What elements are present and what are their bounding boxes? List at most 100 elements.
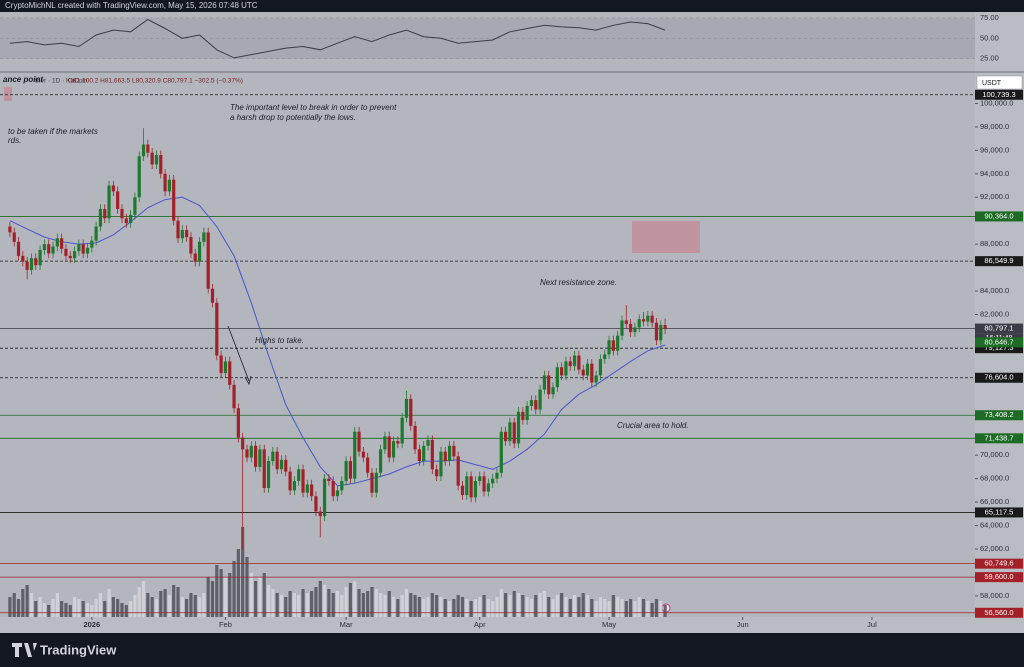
- candle-body: [322, 478, 327, 517]
- volume-bar: [64, 603, 68, 617]
- candle-body: [547, 375, 551, 395]
- brand: TradingView: [40, 642, 117, 657]
- volume-bar: [564, 597, 568, 617]
- candle-body: [167, 179, 171, 192]
- candle-body: [241, 437, 245, 450]
- candle-body: [129, 214, 133, 224]
- volume-bar: [124, 605, 128, 617]
- y-tick-label: 58,000.0: [980, 591, 1009, 600]
- volume-bar: [55, 593, 59, 617]
- volume-bar: [361, 593, 365, 617]
- volume-bar: [499, 589, 503, 617]
- level-badge: [975, 607, 1023, 618]
- volume-bar: [555, 595, 559, 617]
- time-axis: [0, 617, 975, 633]
- candle-body: [633, 327, 637, 333]
- volume-bar: [141, 581, 146, 617]
- candle-body: [577, 355, 581, 370]
- candle-body: [206, 232, 210, 289]
- volume-bar: [275, 593, 279, 617]
- volume-bar: [439, 597, 443, 617]
- brand-logo: [12, 643, 37, 657]
- candle-body: [215, 302, 219, 356]
- candle-body: [176, 220, 180, 239]
- volume-bar: [413, 595, 417, 617]
- volume-bar: [120, 603, 124, 617]
- candle-body: [426, 439, 430, 446]
- volume-bar: [150, 597, 154, 617]
- x-tick-label: Jun: [737, 620, 749, 629]
- volume-bar: [508, 595, 512, 617]
- candle-body: [116, 191, 120, 209]
- volume-bar: [447, 601, 452, 617]
- annotation: ance point: [3, 75, 43, 84]
- volume-bar: [465, 599, 469, 617]
- level-label: 60,749.6: [984, 559, 1013, 568]
- arrow: [227, 325, 250, 382]
- volume-bar: [512, 591, 516, 617]
- candle-body: [525, 405, 529, 421]
- candle-body: [55, 238, 59, 247]
- candle-body: [85, 247, 90, 254]
- volume-bar: [353, 581, 357, 617]
- volume-bar: [77, 599, 81, 617]
- y-tick-label: 96,000.0: [980, 145, 1009, 154]
- candle-body: [68, 255, 72, 259]
- volume-bar: [172, 585, 176, 617]
- volume-bar: [331, 593, 335, 617]
- volume-bar: [8, 597, 12, 617]
- rsi-tick-label: 50.00: [980, 33, 999, 42]
- volume-bar: [525, 597, 529, 617]
- candle-body: [529, 400, 534, 406]
- price-axis: [975, 12, 1024, 633]
- candle-body: [413, 425, 417, 450]
- candle-body: [366, 457, 370, 473]
- candle-body: [16, 241, 21, 256]
- volume-bar: [310, 591, 314, 617]
- volume-bar: [219, 569, 223, 617]
- volume-bar: [590, 599, 594, 617]
- candle-body: [400, 417, 404, 444]
- candle-body: [499, 431, 503, 473]
- volume-bar: [422, 599, 426, 617]
- y-tick-label: 62,000.0: [980, 544, 1009, 553]
- candle-body: [150, 152, 154, 165]
- candle-body: [361, 451, 365, 458]
- annotation: rds.: [8, 136, 21, 145]
- volume-bar: [228, 573, 232, 617]
- ma-badge: [975, 337, 1023, 348]
- candle-body: [223, 361, 228, 374]
- y-tick-label: 98,000.0: [980, 122, 1009, 131]
- volume-bar: [370, 587, 374, 617]
- candle-body: [422, 445, 426, 462]
- volume-bar: [538, 593, 542, 617]
- candle-body: [538, 389, 542, 410]
- volume-bar: [12, 593, 16, 617]
- volume-bar: [495, 597, 499, 617]
- volume-bar: [72, 597, 77, 617]
- volume-bar: [193, 595, 197, 617]
- volume-bar: [254, 581, 258, 617]
- candle-body: [650, 315, 654, 323]
- candle-body: [331, 480, 335, 497]
- volume-bar: [426, 597, 430, 617]
- candle-body: [508, 422, 512, 442]
- volume-bar: [301, 589, 305, 617]
- volume-bar: [663, 605, 667, 617]
- volume-bar: [482, 595, 486, 617]
- volume-bar: [335, 591, 340, 617]
- volume-bar: [258, 577, 262, 617]
- header: CryptoMichNL created with TradingView.co…: [5, 1, 258, 10]
- level-badge: [975, 372, 1023, 383]
- arrow-head: [244, 375, 252, 386]
- marker: [4, 87, 12, 101]
- candle-body: [219, 355, 223, 374]
- candle-body: [254, 445, 258, 467]
- volume-bar: [629, 599, 633, 617]
- volume-bar: [210, 581, 215, 617]
- candle-body: [305, 484, 309, 493]
- candle-body: [616, 335, 620, 351]
- level-badge: [975, 507, 1023, 518]
- rsi-tick-label: 25.00: [980, 54, 999, 63]
